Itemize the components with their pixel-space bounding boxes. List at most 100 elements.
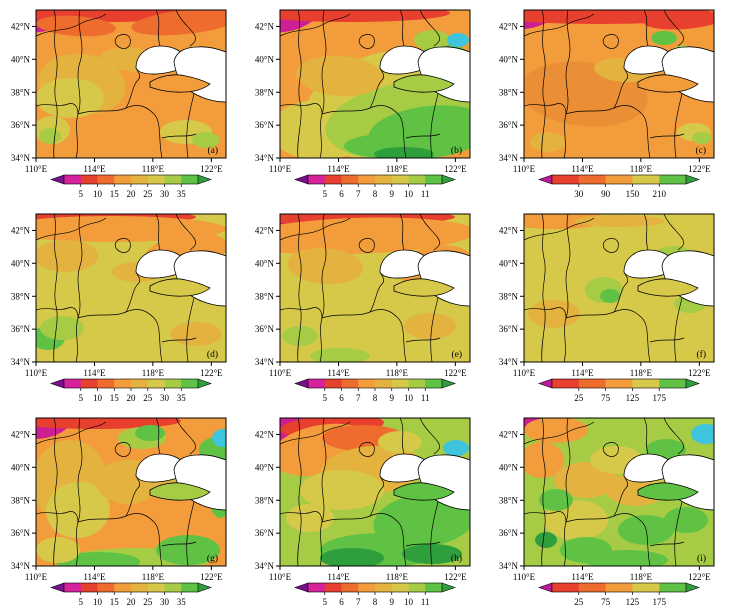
colorbar-segment bbox=[97, 175, 115, 184]
colorbar-right-arrow bbox=[685, 378, 700, 389]
colorbar-segment bbox=[181, 175, 199, 184]
colorbar-segment bbox=[408, 583, 426, 592]
province-border-line bbox=[541, 214, 546, 362]
y-axis-label: 42°N bbox=[499, 225, 519, 235]
colorbar-segment bbox=[131, 379, 149, 388]
x-axis-label: 114°E bbox=[327, 368, 350, 378]
province-border-line bbox=[153, 113, 163, 158]
colorbar-segment bbox=[341, 379, 359, 388]
y-axis-label: 38°N bbox=[255, 291, 275, 301]
panel-letter: (g) bbox=[207, 553, 218, 564]
province-border-line bbox=[649, 541, 685, 547]
map-canvas: (i) bbox=[523, 417, 715, 567]
y-axis-label: 36°N bbox=[11, 324, 31, 334]
province-border-line bbox=[369, 271, 385, 313]
province-border-line bbox=[602, 34, 619, 49]
colorbar-tick-label: 20 bbox=[127, 393, 137, 403]
colorbar-segment bbox=[659, 583, 687, 592]
colorbar-left-arrow bbox=[50, 174, 65, 185]
contour-fills bbox=[280, 418, 470, 566]
colorbar-segment bbox=[164, 175, 182, 184]
x-axis-label: 114°E bbox=[571, 368, 594, 378]
province-border-line bbox=[297, 418, 302, 566]
x-axis-label: 110°E bbox=[513, 368, 536, 378]
y-axis-label: 40°N bbox=[255, 462, 275, 472]
panel-grid: (a) 42°N 40°N 38°N 36°N 34°N 110°E 114°E 118°E 12… bbox=[2, 4, 734, 614]
contour-fills bbox=[36, 418, 226, 566]
province-border-line bbox=[114, 34, 131, 49]
colorbar: 5 10 15 20 25 30 35 bbox=[50, 174, 212, 199]
province-border-line bbox=[541, 10, 546, 158]
y-axis-label: 42°N bbox=[255, 429, 275, 439]
x-axis-label: 110°E bbox=[25, 164, 48, 174]
colorbar-segment bbox=[308, 583, 326, 592]
contour-fills bbox=[36, 10, 226, 158]
map-panel-h: (h) 42°N 40°N 38°N 36°N 34°N 110°E 114°E 118°E 12… bbox=[246, 412, 490, 614]
colorbar-segment bbox=[358, 583, 376, 592]
province-border-line bbox=[75, 10, 83, 158]
colorbar-tick-label: 5 bbox=[323, 189, 328, 199]
province-border-line bbox=[369, 67, 385, 109]
colorbar-right-arrow bbox=[197, 174, 212, 185]
province-border-line bbox=[419, 10, 440, 47]
colorbar-segment bbox=[578, 379, 606, 388]
y-axis-label: 34°N bbox=[499, 561, 519, 571]
colorbar-tick-label: 5 bbox=[79, 393, 84, 403]
province-border-line bbox=[649, 133, 685, 139]
colorbar-tick-label: 25 bbox=[574, 597, 584, 607]
colorbar-tick-label: 5 bbox=[79, 597, 84, 607]
province-border-line bbox=[663, 214, 684, 251]
x-axis-label: 118°E bbox=[386, 368, 409, 378]
province-border-line bbox=[175, 214, 196, 251]
colorbar-segment bbox=[341, 175, 359, 184]
province-border-line bbox=[36, 421, 107, 445]
colorbar-tick-label: 8 bbox=[373, 393, 378, 403]
x-axis-label: 110°E bbox=[269, 368, 292, 378]
x-axis-label: 114°E bbox=[571, 572, 594, 582]
colorbar-segment bbox=[164, 379, 182, 388]
colorbar-segment bbox=[64, 379, 82, 388]
x-axis-label: 122°E bbox=[200, 572, 223, 582]
province-border-line bbox=[399, 214, 405, 251]
province-border-line bbox=[53, 10, 58, 158]
map-frame bbox=[279, 213, 471, 363]
colorbar-tick-label: 11 bbox=[421, 393, 430, 403]
y-axis-label: 40°N bbox=[255, 258, 275, 268]
shandong-peninsula bbox=[393, 482, 455, 501]
y-axis-label: 38°N bbox=[499, 87, 519, 97]
colorbar-tick-label: 30 bbox=[160, 189, 170, 199]
colorbar-segment bbox=[64, 583, 82, 592]
province-border-line bbox=[563, 214, 571, 362]
colorbar-tick-label: 25 bbox=[143, 597, 153, 607]
province-border-line bbox=[674, 501, 683, 566]
y-axis-label: 42°N bbox=[499, 429, 519, 439]
province-border-line bbox=[297, 10, 302, 158]
x-axis-label: 114°E bbox=[327, 164, 350, 174]
colorbar-outline bbox=[551, 174, 687, 185]
colorbar-segment bbox=[391, 175, 409, 184]
colorbar-right-arrow bbox=[685, 582, 700, 593]
colorbar-right-arrow bbox=[197, 582, 212, 593]
map-frame bbox=[279, 417, 471, 567]
x-axis-label: 118°E bbox=[386, 164, 409, 174]
province-border-line bbox=[430, 501, 439, 566]
colorbar-left-arrow bbox=[50, 378, 65, 389]
x-axis-label: 118°E bbox=[630, 164, 653, 174]
colorbar-tick-label: 90 bbox=[601, 189, 611, 199]
colorbar-tick-label: 9 bbox=[390, 393, 395, 403]
province-border-line bbox=[397, 521, 407, 566]
province-border-line bbox=[36, 217, 107, 241]
colorbar-tick-label: 210 bbox=[652, 189, 666, 199]
province-border-line bbox=[369, 475, 385, 517]
province-border-line bbox=[186, 297, 195, 362]
province-border-line bbox=[161, 337, 197, 343]
colorbar-tick-label: 10 bbox=[93, 393, 103, 403]
colorbar-tick-label: 10 bbox=[404, 597, 414, 607]
colorbar: 5 10 15 20 25 30 35 bbox=[50, 582, 212, 607]
province-border-line bbox=[674, 93, 683, 158]
contour-fills bbox=[524, 418, 714, 566]
province-border-line bbox=[161, 541, 197, 547]
